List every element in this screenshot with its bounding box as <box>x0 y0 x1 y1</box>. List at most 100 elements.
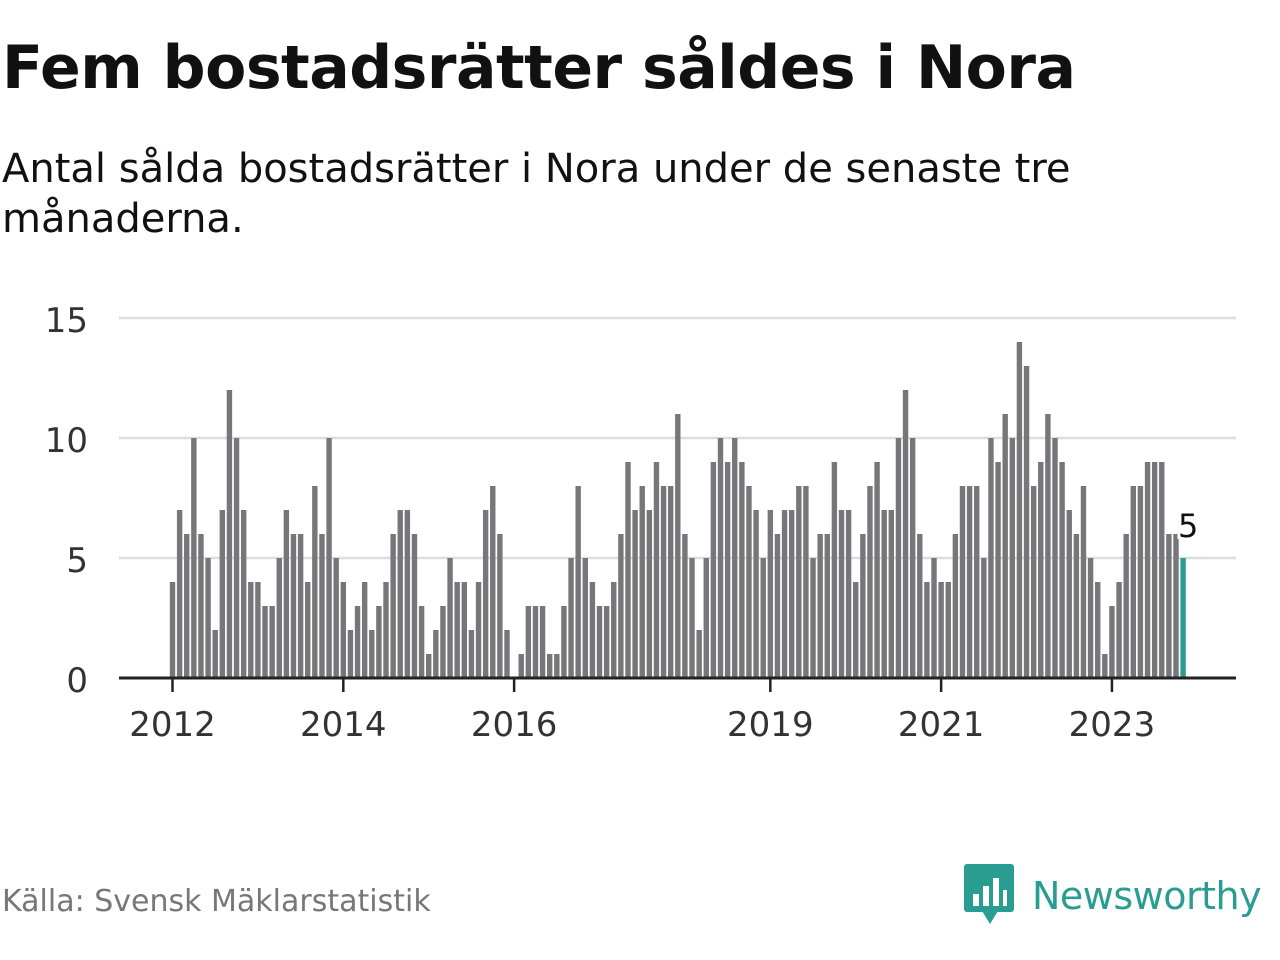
bar <box>198 534 204 678</box>
bar <box>995 462 1001 678</box>
highlight-data-label: 5 <box>1178 507 1198 545</box>
bar <box>475 582 482 678</box>
bar <box>525 606 532 678</box>
bar <box>276 558 282 678</box>
bar <box>340 582 347 678</box>
bar <box>867 486 873 678</box>
newsworthy-brand[interactable]: Newsworthy <box>964 864 1262 928</box>
bar <box>404 510 411 678</box>
bar <box>1159 462 1165 678</box>
bar <box>468 630 475 678</box>
bar <box>482 510 489 678</box>
bar <box>369 630 375 678</box>
bar <box>547 654 553 678</box>
bar <box>219 510 226 678</box>
bar <box>497 534 503 678</box>
bar <box>881 510 887 678</box>
x-tick-label: 2012 <box>129 705 216 745</box>
bar <box>561 606 567 678</box>
bar <box>952 534 959 678</box>
bar <box>924 582 930 678</box>
bar <box>1080 486 1087 678</box>
bar <box>774 534 781 678</box>
bar <box>326 438 332 678</box>
bar <box>1130 486 1136 678</box>
bar <box>1116 582 1122 678</box>
bar <box>490 486 496 678</box>
bar <box>974 486 980 678</box>
bar <box>909 438 916 678</box>
bar <box>447 558 453 678</box>
bar <box>653 462 660 678</box>
bar <box>1038 462 1044 678</box>
bar <box>461 582 467 678</box>
bar <box>411 534 418 678</box>
bar <box>646 510 653 678</box>
y-tick-label: 10 <box>45 421 88 461</box>
bar <box>966 486 973 678</box>
highlight-bar <box>1180 558 1186 678</box>
bar <box>169 582 176 678</box>
bar <box>902 390 909 678</box>
bar <box>383 582 389 678</box>
bar <box>233 438 240 678</box>
bar <box>831 462 838 678</box>
y-tick-label: 0 <box>66 661 88 701</box>
bar <box>625 462 631 678</box>
bar <box>1166 534 1172 678</box>
bar <box>660 486 667 678</box>
bar <box>283 510 290 678</box>
bar <box>426 654 432 678</box>
bar <box>1059 462 1065 678</box>
bar <box>618 534 624 678</box>
brand-name: Newsworthy <box>1032 874 1262 918</box>
x-tick-label: 2021 <box>898 705 985 745</box>
bar <box>611 582 617 678</box>
bar <box>184 534 190 678</box>
bar <box>433 630 439 678</box>
bar <box>810 558 816 678</box>
bar <box>297 534 304 678</box>
bar <box>1066 510 1072 678</box>
bar <box>319 534 325 678</box>
bar <box>1023 366 1030 678</box>
bar <box>895 438 902 678</box>
bar <box>1052 438 1058 678</box>
bar <box>803 486 809 678</box>
bar <box>710 462 717 678</box>
bar <box>390 534 396 678</box>
bar <box>760 558 766 678</box>
bar <box>333 558 339 678</box>
y-tick-label: 15 <box>45 301 88 341</box>
bar <box>205 558 211 678</box>
bar <box>845 510 852 678</box>
bar <box>354 606 361 678</box>
bar <box>568 558 574 678</box>
bar <box>767 510 774 678</box>
bar <box>959 486 966 678</box>
bar <box>874 462 880 678</box>
bar <box>1002 414 1008 678</box>
bar <box>312 486 318 678</box>
bar <box>290 534 297 678</box>
bar <box>1087 558 1094 678</box>
bar <box>838 510 845 678</box>
bar <box>397 510 403 678</box>
bar <box>981 558 987 678</box>
x-tick-label: 2014 <box>300 705 387 745</box>
bar <box>418 606 425 678</box>
chart-title: Fem bostadsrätter såldes i Nora <box>2 33 1076 103</box>
bar <box>667 486 674 678</box>
bar <box>739 462 745 678</box>
bar-chart: 0 5 10 15 5 2012 2014 2016 2019 2021 2023 <box>45 301 1236 745</box>
bar <box>796 486 802 678</box>
bar <box>269 606 275 678</box>
bar <box>262 606 268 678</box>
bar <box>931 558 937 678</box>
bar <box>888 510 895 678</box>
bar <box>945 582 951 678</box>
x-tick-label: 2016 <box>471 705 558 745</box>
bar <box>1009 438 1016 678</box>
bar <box>703 558 709 678</box>
bar <box>305 582 311 678</box>
